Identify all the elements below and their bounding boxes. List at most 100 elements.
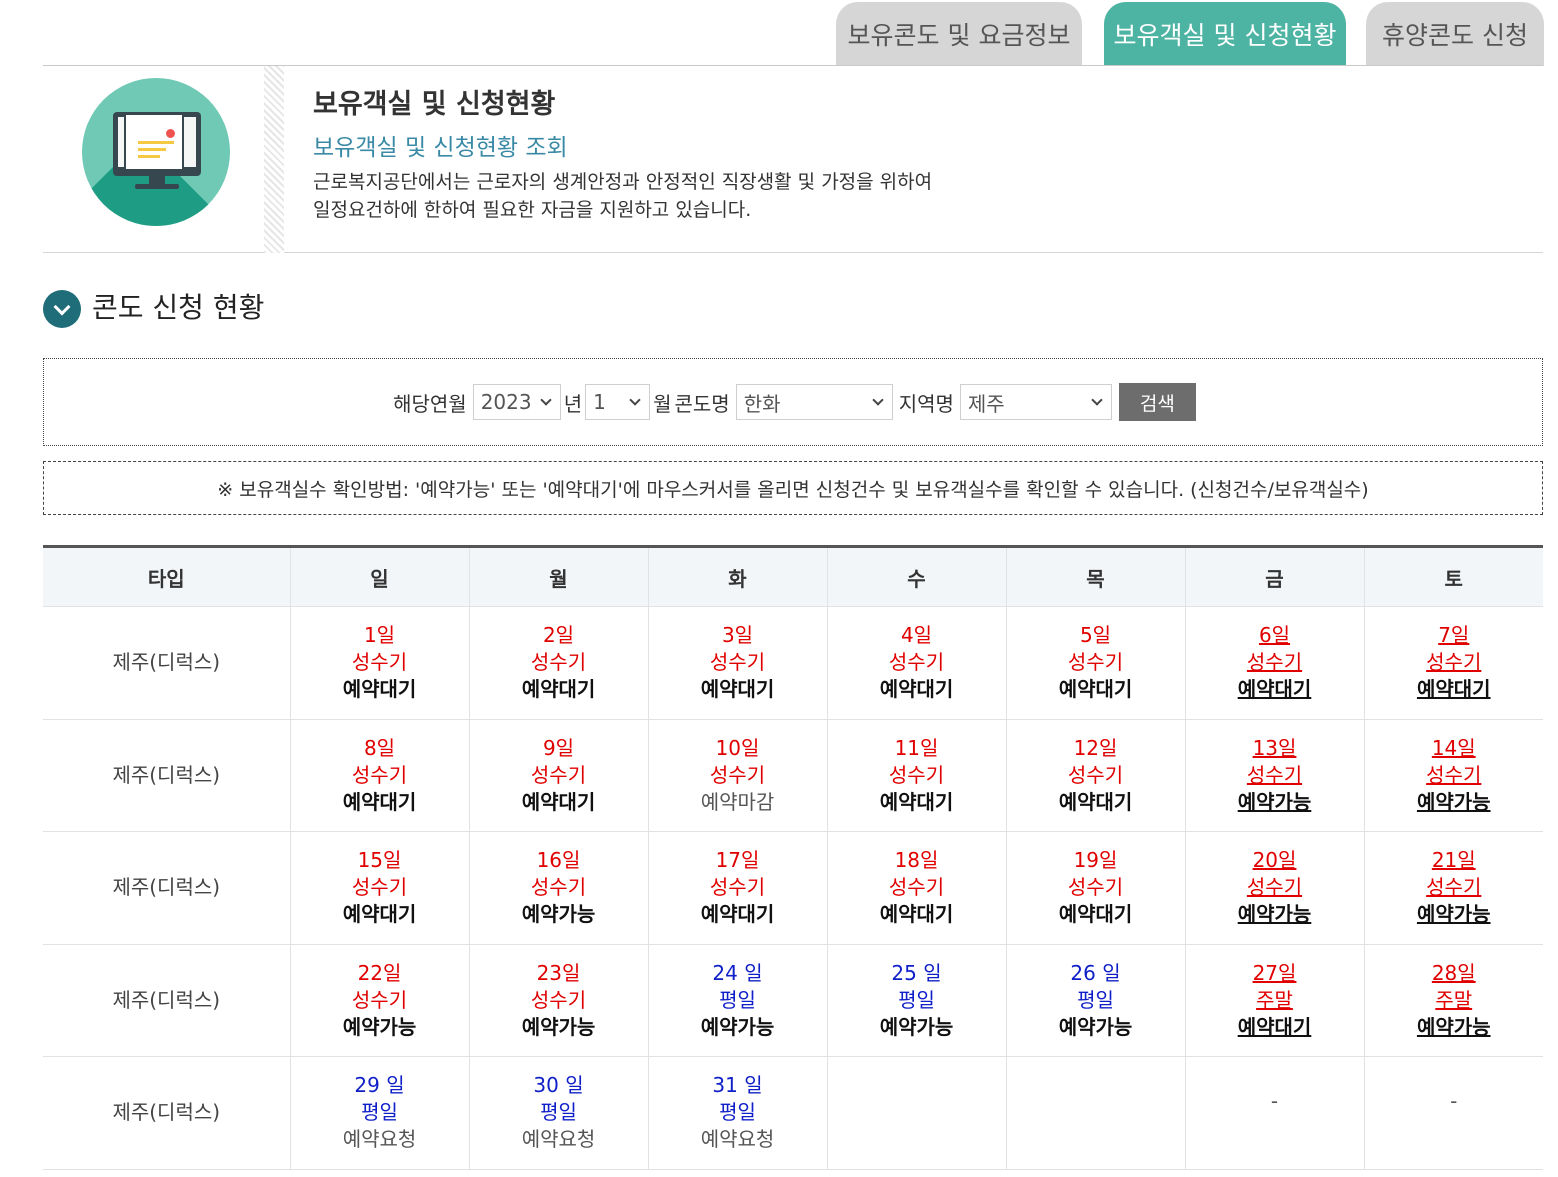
reservation-status-link[interactable]: 예약가능 xyxy=(1416,789,1491,814)
calendar-day-cell: 11일 성수기 예약대기 xyxy=(826,719,1006,832)
reservation-status-link[interactable]: 예약가능 xyxy=(521,902,596,927)
day-label: 7일 xyxy=(1438,623,1470,648)
table-row: 제주(디럭스) 15일 성수기 예약대기 16일 성수기 예약가능 17일 성수기 예약대기 18일… xyxy=(43,831,1543,945)
season-label: 평일 xyxy=(898,987,935,1012)
reservation-status-link[interactable]: 예약대기 xyxy=(1416,677,1491,702)
reservation-status-link[interactable]: 예약대기 xyxy=(879,677,954,702)
calendar-day-cell: - xyxy=(1363,1056,1543,1170)
calendar-header-row: 타입 일 월 화 수 목 금 토 xyxy=(43,546,1543,607)
calendar-day-cell: 29 일 평일 예약요청 xyxy=(289,1056,469,1170)
tab-condo-fee-info[interactable]: 보유콘도 및 요금정보 xyxy=(836,2,1082,66)
season-label: 평일 xyxy=(1077,987,1114,1012)
season-label: 성수기 xyxy=(888,650,945,675)
region-label: 지역명 xyxy=(898,391,954,416)
reservation-status-link: 예약마감 xyxy=(700,789,775,814)
day-label: 30 일 xyxy=(533,1073,584,1098)
reservation-status-link[interactable]: 예약대기 xyxy=(1058,789,1133,814)
reservation-status-link[interactable]: 예약가능 xyxy=(879,1014,954,1039)
calendar-day-cell: 18일 성수기 예약대기 xyxy=(826,831,1006,945)
reservation-status-link[interactable]: 예약대기 xyxy=(521,789,596,814)
year-unit-label: 년 xyxy=(563,391,583,416)
season-label: 성수기 xyxy=(530,762,587,787)
year-select[interactable]: 2023 xyxy=(472,384,561,420)
search-panel: 해당연월 2023 년 1 월 콘도명 한화 지역명 제주 검색 xyxy=(43,358,1543,446)
day-label: 25 일 xyxy=(891,960,942,985)
tab-bar: 보유콘도 및 요금정보 보유객실 및 신청현황 휴양콘도 신청 xyxy=(0,0,1558,66)
calendar-day-cell: 15일 성수기 예약대기 xyxy=(289,831,469,945)
table-row: 제주(디럭스) 1일 성수기 예약대기 2일 성수기 예약대기 3일 성수기 예약대기 4일 성수기 예… xyxy=(43,606,1543,720)
notice-box: ※ 보유객실수 확인방법: '예약가능' 또는 '예약대기'에 마우스커서를 올… xyxy=(43,461,1543,515)
calendar-day-cell: 16일 성수기 예약가능 xyxy=(468,831,648,945)
calendar-day-cell: - xyxy=(1184,1056,1364,1170)
day-label: 8일 xyxy=(363,735,396,760)
season-label: 성수기 xyxy=(530,875,587,900)
tab-condo-apply[interactable]: 휴양콘도 신청 xyxy=(1366,2,1544,66)
chevron-down-icon xyxy=(43,290,81,328)
chevron-down-icon xyxy=(540,394,552,406)
day-label: 11일 xyxy=(894,735,939,760)
column-header-day: 월 xyxy=(468,546,648,607)
reservation-status-link[interactable]: 예약대기 xyxy=(342,902,417,927)
calendar-day-cell: 25 일 평일 예약가능 xyxy=(826,944,1006,1057)
season-label: 성수기 xyxy=(1426,650,1482,675)
reservation-status-link[interactable]: 예약대기 xyxy=(1058,902,1133,927)
season-label: 성수기 xyxy=(709,650,766,675)
month-select[interactable]: 1 xyxy=(585,384,651,420)
season-label: 성수기 xyxy=(1067,875,1124,900)
day-label: 5일 xyxy=(1079,623,1112,648)
season-label: 성수기 xyxy=(1067,762,1124,787)
reservation-status-link[interactable]: 예약대기 xyxy=(879,902,954,927)
reservation-status-link[interactable]: 예약대기 xyxy=(342,677,417,702)
tab-room-status[interactable]: 보유객실 및 신청현황 xyxy=(1104,2,1346,66)
calendar-day-cell: 10일 성수기 예약마감 xyxy=(647,719,827,832)
reservation-status-link[interactable]: 예약대기 xyxy=(1058,677,1133,702)
calendar-day-cell: 12일 성수기 예약대기 xyxy=(1005,719,1185,832)
season-label: 성수기 xyxy=(1246,875,1303,900)
calendar-day-cell: 8일 성수기 예약대기 xyxy=(289,719,469,832)
season-label: 성수기 xyxy=(530,650,587,675)
region-select[interactable]: 제주 xyxy=(959,384,1112,420)
reservation-status-link[interactable]: 예약대기 xyxy=(342,789,417,814)
reservation-status-link[interactable]: 예약대기 xyxy=(1237,677,1312,702)
page-title: 보유객실 및 신청현황 xyxy=(313,89,556,120)
chevron-down-icon xyxy=(872,394,884,406)
reservation-status-link[interactable]: 예약대기 xyxy=(521,677,596,702)
reservation-status-link[interactable]: 예약가능 xyxy=(1237,789,1312,814)
reservation-status-link[interactable]: 예약가능 xyxy=(1237,902,1312,927)
season-label: 성수기 xyxy=(888,762,945,787)
reservation-status-link[interactable]: 예약가능 xyxy=(1058,1014,1133,1039)
calendar-day-cell: 4일 성수기 예약대기 xyxy=(826,606,1006,720)
room-type-cell: 제주(디럭스) xyxy=(43,1056,290,1170)
year-month-label: 해당연월 xyxy=(393,391,467,416)
season-label: 성수기 xyxy=(1067,650,1124,675)
chevron-down-icon xyxy=(1091,394,1103,406)
chevron-down-icon xyxy=(629,394,641,406)
day-label: 28일 xyxy=(1431,960,1476,985)
table-row: 제주(디럭스) 8일 성수기 예약대기 9일 성수기 예약대기 10일 성수기 예약마감 11일 성수… xyxy=(43,719,1543,832)
reservation-status-link[interactable]: 예약대기 xyxy=(1237,1014,1312,1039)
season-label: 주말 xyxy=(1256,987,1293,1012)
day-label: 18일 xyxy=(894,848,939,873)
reservation-status-link[interactable]: 예약대기 xyxy=(879,789,954,814)
condo-select[interactable]: 한화 xyxy=(735,384,893,420)
room-type-cell: 제주(디럭스) xyxy=(43,944,290,1057)
reservation-status-link[interactable]: 예약가능 xyxy=(521,1014,596,1039)
search-button[interactable]: 검색 xyxy=(1118,383,1196,421)
condo-select-value: 한화 xyxy=(743,391,781,416)
reservation-status-link: 예약요청 xyxy=(700,1127,775,1152)
reservation-status-link[interactable]: 예약대기 xyxy=(700,902,775,927)
column-header-day: 화 xyxy=(647,546,827,607)
reservation-status-link[interactable]: 예약가능 xyxy=(342,1014,417,1039)
calendar-day-cell: 23일 성수기 예약가능 xyxy=(468,944,648,1057)
page-subtitle: 보유객실 및 신청현황 조회 xyxy=(313,135,568,161)
season-label: 성수기 xyxy=(351,650,408,675)
calendar-body: 제주(디럭스) 1일 성수기 예약대기 2일 성수기 예약대기 3일 성수기 예약대기 4일 성수기 예… xyxy=(43,606,1543,1170)
reservation-status-link[interactable]: 예약가능 xyxy=(1416,902,1491,927)
reservation-status-link[interactable]: 예약가능 xyxy=(1416,1014,1491,1039)
day-label: 15일 xyxy=(357,848,402,873)
day-label: 10일 xyxy=(715,735,760,760)
reservation-status-link[interactable]: 예약대기 xyxy=(700,677,775,702)
day-label: 6일 xyxy=(1258,623,1291,648)
year-select-value: 2023 xyxy=(480,390,532,414)
reservation-status-link[interactable]: 예약가능 xyxy=(700,1014,775,1039)
